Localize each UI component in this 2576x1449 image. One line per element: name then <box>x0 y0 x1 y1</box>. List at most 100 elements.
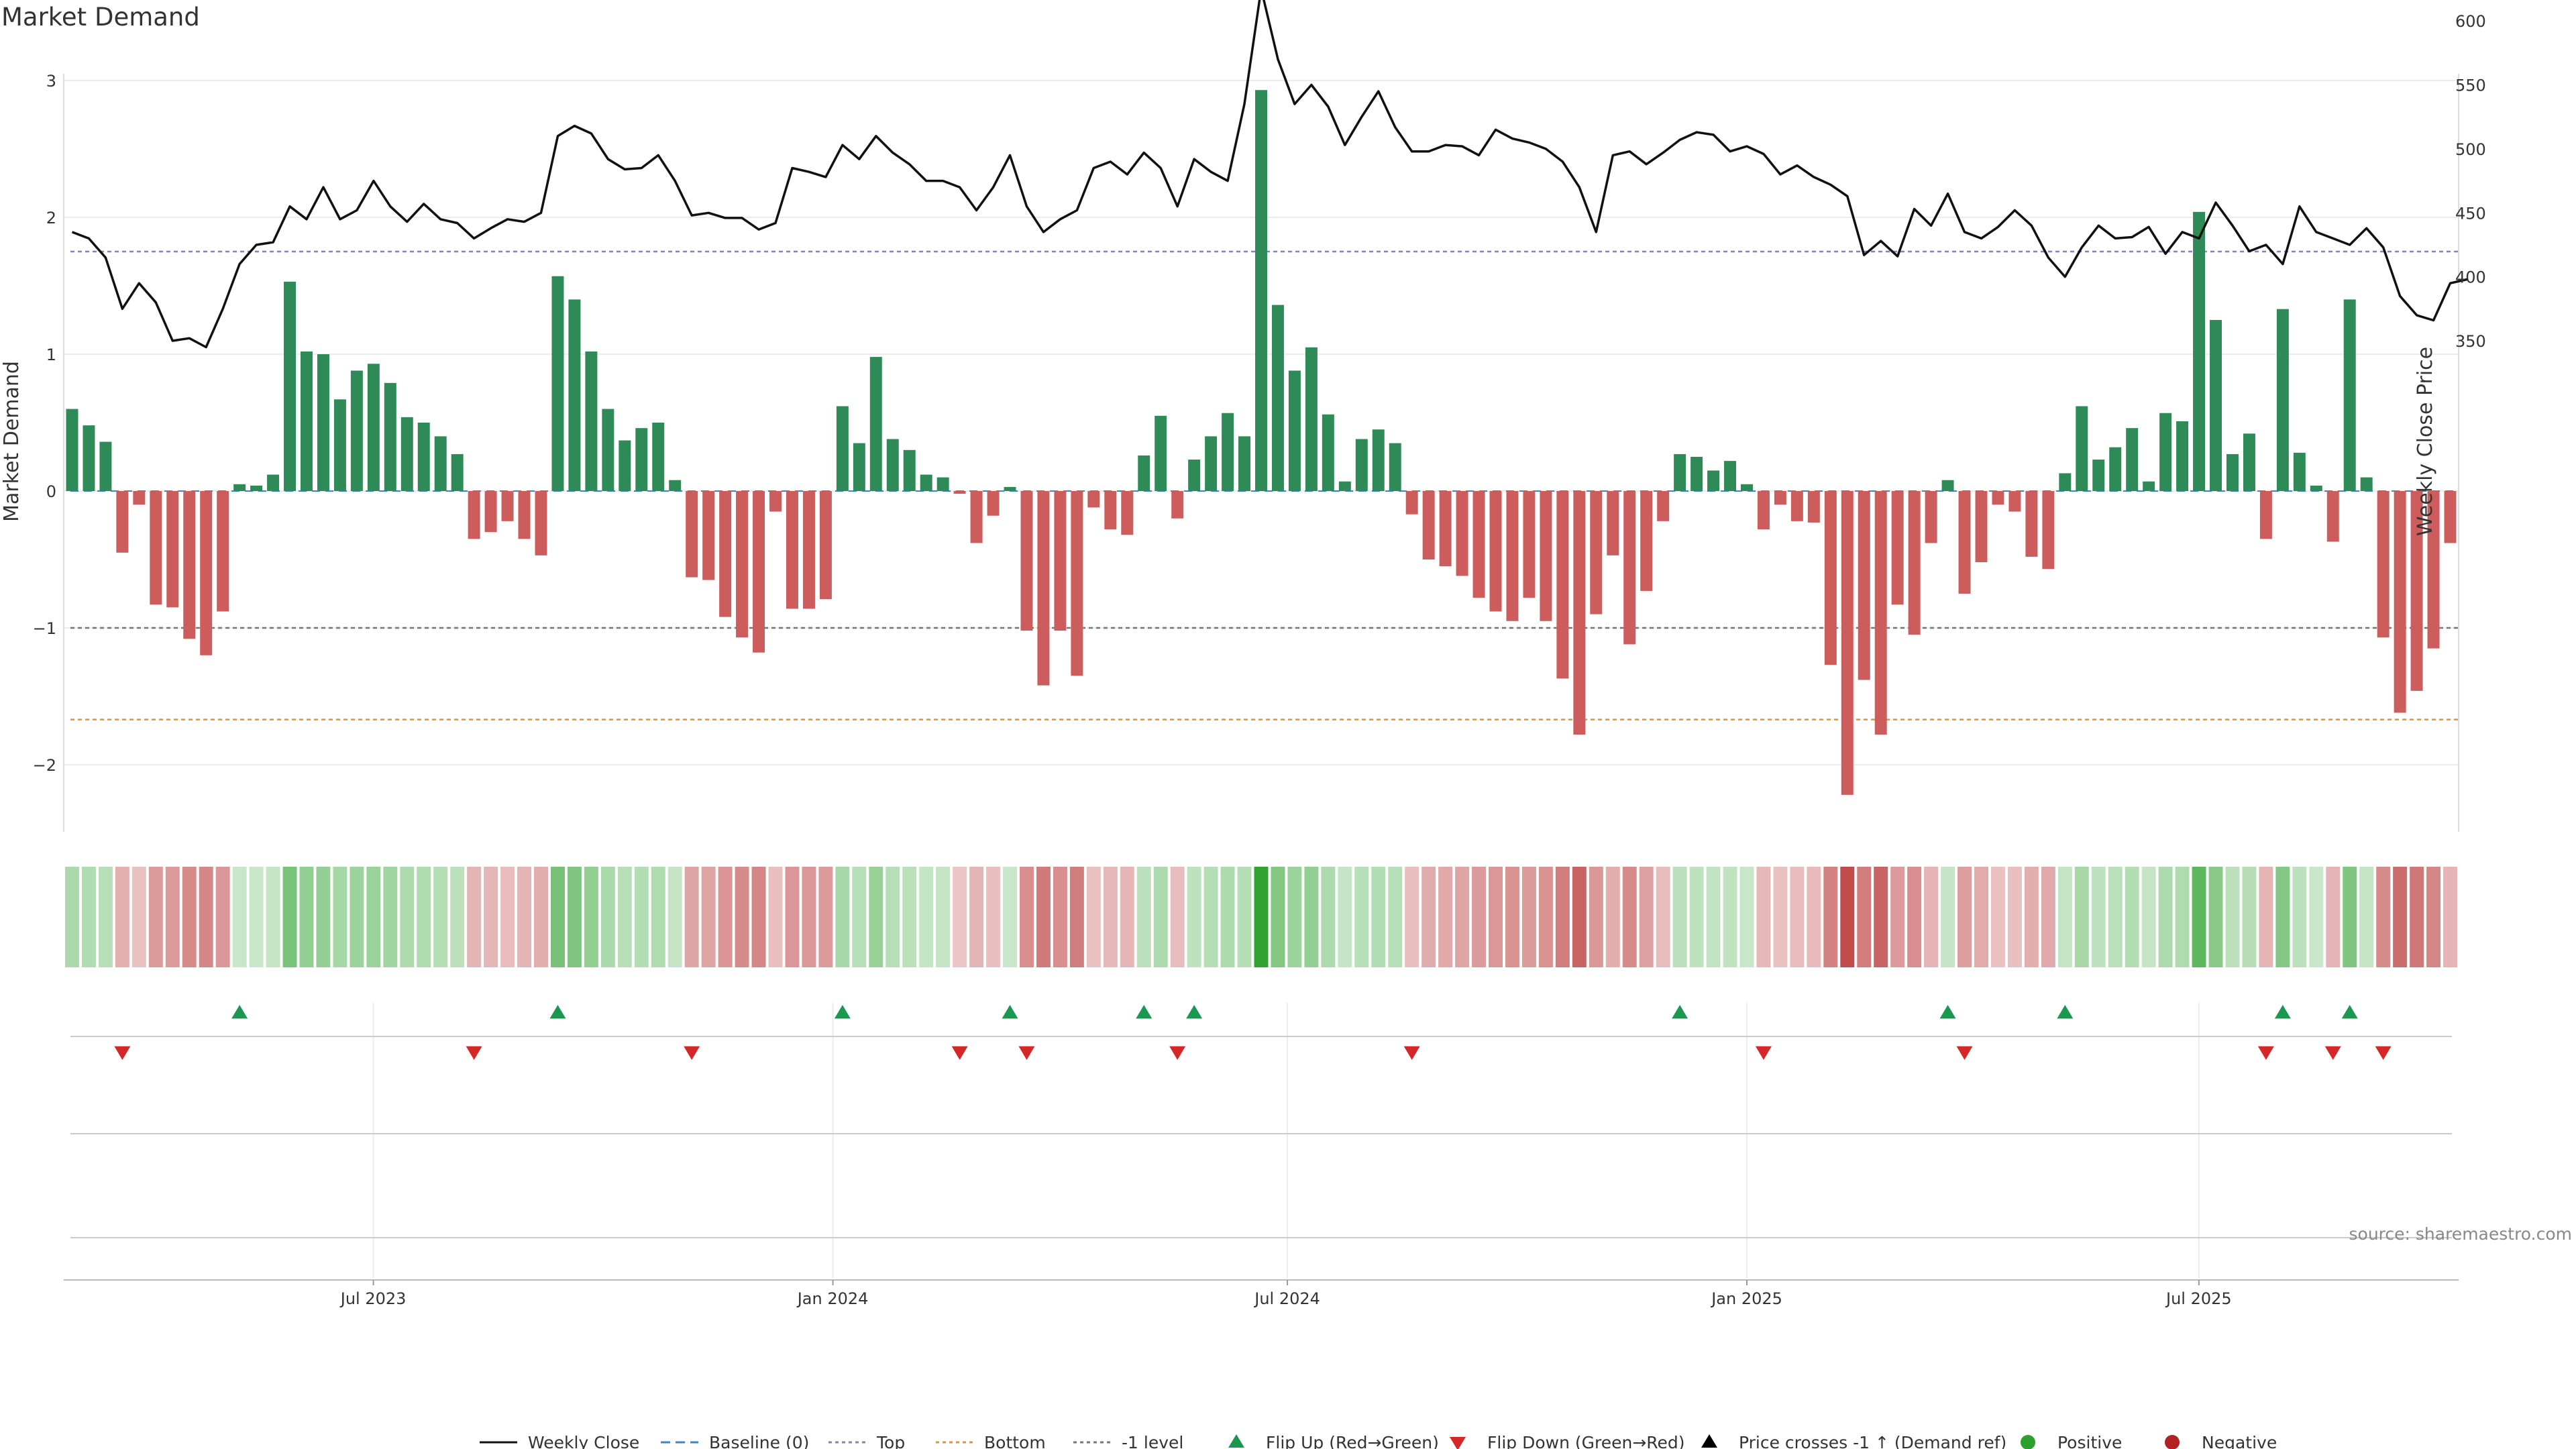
demand-bar <box>1757 491 1770 530</box>
heat-cell <box>919 867 934 967</box>
legend-label: Baseline (0) <box>709 1433 809 1449</box>
demand-bar <box>200 491 213 655</box>
legend-swatch <box>1701 1434 1717 1448</box>
heat-cell <box>2108 867 2123 967</box>
flip-up-marker <box>1136 1005 1152 1019</box>
demand-bar <box>1807 491 1820 523</box>
demand-bar <box>920 474 932 491</box>
heat-cell <box>936 867 951 967</box>
heat-cell <box>802 867 816 967</box>
legend-swatch <box>1450 1437 1466 1449</box>
heat-cell <box>1136 867 1151 967</box>
source-note: source: sharemaestro.com <box>2349 1224 2573 1244</box>
legend-item: Baseline (0) <box>661 1433 809 1449</box>
heat-cell <box>1438 867 1453 967</box>
heat-cell <box>2091 867 2106 967</box>
heat-cell <box>2359 867 2374 967</box>
demand-bar <box>886 439 899 491</box>
demand-bar <box>1355 439 1368 491</box>
x-tick-label: Jul 2025 <box>2165 1289 2232 1308</box>
demand-bar <box>1271 305 1284 491</box>
legend-item: Top <box>828 1433 905 1449</box>
flip-down-marker <box>2375 1046 2392 1060</box>
demand-bar <box>1171 491 1184 519</box>
demand-bar <box>116 491 129 553</box>
demand-bar <box>669 480 682 491</box>
heat-cell <box>1874 867 1888 967</box>
demand-bar <box>2008 491 2021 512</box>
heat-cell <box>1790 867 1805 967</box>
heat-cell <box>1538 867 1553 967</box>
heat-cell <box>1371 867 1386 967</box>
legend-item: Flip Down (Green→Red) <box>1450 1433 1685 1449</box>
demand-bar <box>217 491 229 612</box>
demand-bar <box>1540 491 1552 621</box>
heat-cell <box>1957 867 1972 967</box>
demand-bar <box>2025 491 2038 557</box>
legend-label: Negative <box>2202 1433 2277 1449</box>
demand-bar <box>1640 491 1653 591</box>
legend-item: Weekly Close <box>480 1433 639 1449</box>
y-axis-label-left: Market Demand <box>0 361 23 522</box>
heat-cell <box>902 867 917 967</box>
heat-cell <box>316 867 331 967</box>
heat-cell <box>1572 867 1587 967</box>
demand-bar <box>953 491 966 494</box>
demand-bar <box>1222 413 1234 491</box>
heat-cell <box>450 867 465 967</box>
demand-bar <box>2109 447 2122 491</box>
demand-bar <box>1372 429 1385 491</box>
demand-bar <box>1489 491 1502 612</box>
heat-cell <box>1003 867 1018 967</box>
demand-bar <box>233 484 246 491</box>
demand-bar <box>2076 406 2088 491</box>
demand-bar <box>1958 491 1971 594</box>
demand-bar <box>1121 491 1134 535</box>
demand-bar <box>1506 491 1519 621</box>
heat-cell <box>1086 867 1101 967</box>
demand-bar <box>1690 457 1703 491</box>
heat-cell <box>2410 867 2424 967</box>
heat-cell <box>1069 867 1084 967</box>
heat-cell <box>1840 867 1855 967</box>
heat-cell <box>1656 867 1670 967</box>
y-tick-left: 2 <box>46 209 56 227</box>
demand-bar <box>551 276 564 491</box>
weekly-close-line <box>71 0 2467 349</box>
demand-bar <box>400 417 413 491</box>
demand-bar <box>1992 491 2004 505</box>
demand-bar <box>1338 481 1351 491</box>
flip-up-marker <box>1186 1005 1203 1019</box>
demand-bar <box>936 477 949 491</box>
heat-cell <box>1723 867 1737 967</box>
heat-cell <box>467 867 482 967</box>
heat-cell <box>2125 867 2139 967</box>
demand-bar <box>1607 491 1619 555</box>
heat-cell <box>366 867 381 967</box>
heat-cell <box>1622 867 1637 967</box>
legend-item: Price crosses -1 ↑ (Demand ref) <box>1701 1433 2006 1449</box>
demand-bar <box>150 491 162 605</box>
heat-cell <box>634 867 649 967</box>
demand-bar <box>434 436 447 491</box>
heat-cell <box>1756 867 1771 967</box>
demand-bar <box>99 441 112 491</box>
heat-cell <box>534 867 548 967</box>
heat-cell <box>2041 867 2055 967</box>
heat-cell <box>1672 867 1687 967</box>
demand-bar <box>1657 491 1670 521</box>
demand-bar <box>719 491 732 617</box>
heat-cell <box>1170 867 1185 967</box>
heat-cell <box>1521 867 1536 967</box>
demand-bar <box>1305 347 1318 491</box>
heat-cell <box>651 867 665 967</box>
demand-bar <box>1004 486 1016 491</box>
heat-cell <box>2024 867 2039 967</box>
x-tick-label: Jul 2023 <box>339 1289 407 1308</box>
heat-cell <box>550 867 565 967</box>
demand-bar <box>468 491 480 539</box>
heat-cell <box>567 867 582 967</box>
heat-cell <box>2275 867 2290 967</box>
heat-cell <box>969 867 984 967</box>
demand-bar <box>2444 491 2457 543</box>
